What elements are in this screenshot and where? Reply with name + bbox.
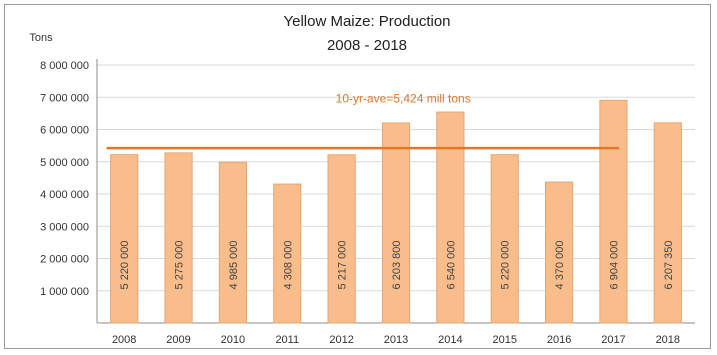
y-tick-label: 3 000 000 [40, 221, 89, 233]
x-tick-label: 2009 [166, 334, 190, 346]
bar [381, 122, 411, 324]
bar [653, 122, 682, 324]
chart-subtitle: 2008 - 2018 [327, 37, 407, 54]
bar-value-label: 5 217 000 [337, 241, 349, 290]
bar-value-label: 6 203 800 [391, 241, 403, 290]
chart-frame: 1 000 000 2 000 000 3 000 000 4 000 000 5 00… [4, 4, 711, 349]
x-tick-label: 2008 [112, 334, 136, 346]
bar [273, 183, 302, 324]
bar-value-label: 4 308 000 [282, 241, 294, 290]
bar [436, 111, 465, 324]
y-axis-unit-label: Tons [29, 32, 53, 44]
y-tick-label: 6 000 000 [40, 125, 89, 137]
y-tick-label: 7 000 000 [40, 92, 89, 104]
x-tick-label: 2017 [601, 334, 625, 346]
average-line-label: 10-yr-ave=5,424 mill tons [336, 91, 471, 105]
bars [110, 99, 682, 324]
bar [164, 152, 193, 324]
x-tick-label: 2011 [275, 334, 299, 346]
bar-value-label: 4 985 000 [228, 241, 240, 290]
bar [545, 181, 574, 324]
bar [327, 154, 356, 324]
x-tick-label: 2018 [656, 334, 680, 346]
bar [599, 99, 628, 324]
y-tick-label: 2 000 000 [40, 254, 89, 266]
average-line-group: 10-yr-ave=5,424 mill tons [106, 91, 620, 150]
bar [218, 161, 247, 324]
bar-value-label: 6 904 000 [608, 241, 620, 290]
x-tick-label: 2012 [329, 334, 353, 346]
bar-value-label: 4 370 000 [554, 241, 566, 290]
bar [110, 154, 139, 324]
y-tick-label: 1 000 000 [40, 286, 89, 298]
bar [490, 154, 519, 324]
y-tick-label: 8 000 000 [40, 60, 89, 72]
chart-canvas: 1 000 000 2 000 000 3 000 000 4 000 000 5 00… [29, 13, 695, 346]
x-tick-label: 2010 [221, 334, 245, 346]
y-tick-label: 4 000 000 [40, 189, 89, 201]
bar-value-label: 6 540 000 [445, 241, 457, 290]
bar-value-label: 5 220 000 [500, 241, 512, 290]
bar-value-labels: 5 220 000 5 275 000 4 985 000 4 308 000 5 21… [119, 241, 675, 290]
x-tick-label: 2016 [547, 334, 571, 346]
bar-value-label: 5 220 000 [119, 241, 131, 290]
bar-value-label: 6 207 350 [663, 241, 675, 290]
chart-title: Yellow Maize: Production [283, 13, 450, 30]
x-tick-label: 2014 [438, 334, 462, 346]
x-tick-label: 2013 [384, 334, 408, 346]
x-tick-label: 2015 [492, 334, 516, 346]
y-tick-label: 5 000 000 [40, 157, 89, 169]
bar-value-label: 5 275 000 [174, 241, 186, 290]
